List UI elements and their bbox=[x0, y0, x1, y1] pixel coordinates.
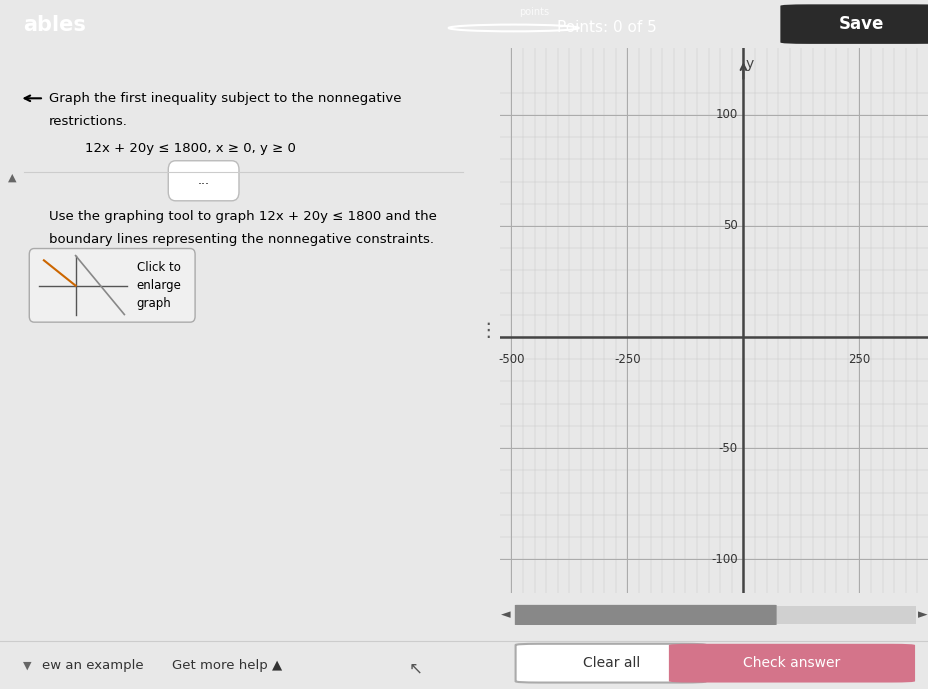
Text: ...: ... bbox=[198, 174, 210, 187]
Text: Use the graphing tool to graph 12x + 20y ≤ 1800 and the: Use the graphing tool to graph 12x + 20y… bbox=[49, 209, 436, 223]
Text: 12x + 20y ≤ 1800, x ≥ 0, y ≥ 0: 12x + 20y ≤ 1800, x ≥ 0, y ≥ 0 bbox=[85, 142, 296, 155]
Text: points: points bbox=[519, 7, 548, 17]
FancyBboxPatch shape bbox=[514, 605, 776, 625]
Text: 250: 250 bbox=[847, 353, 870, 366]
Text: -500: -500 bbox=[497, 353, 524, 366]
Text: ⋮: ⋮ bbox=[478, 322, 497, 340]
Text: Graph the first inequality subject to the nonnegative: Graph the first inequality subject to th… bbox=[49, 92, 401, 105]
Text: ◄: ◄ bbox=[501, 608, 510, 621]
Text: ▲: ▲ bbox=[8, 173, 17, 183]
Text: ►: ► bbox=[917, 608, 926, 621]
Text: boundary lines representing the nonnegative constraints.: boundary lines representing the nonnegat… bbox=[49, 233, 433, 246]
FancyBboxPatch shape bbox=[515, 644, 705, 683]
Text: ▼: ▼ bbox=[23, 661, 32, 671]
Text: 100: 100 bbox=[715, 108, 737, 121]
Text: ew an example: ew an example bbox=[42, 659, 143, 672]
Text: Clear all: Clear all bbox=[582, 656, 639, 670]
FancyBboxPatch shape bbox=[780, 4, 928, 44]
Text: Get more help ▲: Get more help ▲ bbox=[172, 659, 282, 672]
Text: -250: -250 bbox=[613, 353, 640, 366]
Text: Check answer: Check answer bbox=[742, 656, 839, 670]
FancyBboxPatch shape bbox=[668, 644, 914, 683]
Text: ables: ables bbox=[23, 15, 86, 35]
Text: -50: -50 bbox=[718, 442, 737, 455]
Text: -100: -100 bbox=[711, 553, 737, 566]
Text: Save: Save bbox=[838, 15, 883, 33]
Text: restrictions.: restrictions. bbox=[49, 115, 127, 128]
Text: 50: 50 bbox=[722, 220, 737, 232]
Text: Click to
enlarge
graph: Click to enlarge graph bbox=[136, 261, 181, 310]
FancyBboxPatch shape bbox=[168, 161, 238, 200]
Text: Points: 0 of 5: Points: 0 of 5 bbox=[557, 21, 656, 35]
Text: y: y bbox=[745, 57, 754, 71]
Bar bbox=[516, 606, 915, 624]
FancyBboxPatch shape bbox=[30, 249, 195, 322]
Text: ↖: ↖ bbox=[408, 659, 422, 677]
